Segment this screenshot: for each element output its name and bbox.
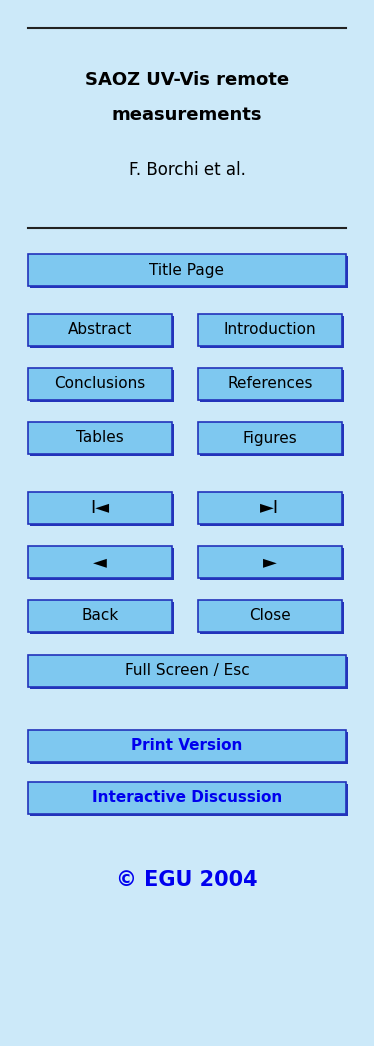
Text: Conclusions: Conclusions <box>54 377 145 391</box>
FancyBboxPatch shape <box>198 422 342 454</box>
FancyBboxPatch shape <box>200 316 344 348</box>
FancyBboxPatch shape <box>28 546 172 578</box>
FancyBboxPatch shape <box>28 368 172 400</box>
Text: Tables: Tables <box>76 431 124 446</box>
Text: SAOZ UV-Vis remote: SAOZ UV-Vis remote <box>85 71 289 89</box>
Text: Interactive Discussion: Interactive Discussion <box>92 791 282 805</box>
Text: Figures: Figures <box>243 431 297 446</box>
FancyBboxPatch shape <box>28 492 172 524</box>
FancyBboxPatch shape <box>200 602 344 634</box>
Text: ►: ► <box>263 553 277 571</box>
FancyBboxPatch shape <box>30 256 348 288</box>
FancyBboxPatch shape <box>200 548 344 579</box>
FancyBboxPatch shape <box>200 424 344 456</box>
FancyBboxPatch shape <box>28 782 346 814</box>
FancyBboxPatch shape <box>30 732 348 764</box>
FancyBboxPatch shape <box>198 600 342 632</box>
FancyBboxPatch shape <box>28 254 346 286</box>
Text: © EGU 2004: © EGU 2004 <box>116 870 258 890</box>
FancyBboxPatch shape <box>28 314 172 346</box>
FancyBboxPatch shape <box>30 494 174 526</box>
Text: Full Screen / Esc: Full Screen / Esc <box>125 663 249 679</box>
FancyBboxPatch shape <box>30 424 174 456</box>
FancyBboxPatch shape <box>200 494 344 526</box>
Text: I◄: I◄ <box>91 499 110 517</box>
FancyBboxPatch shape <box>198 314 342 346</box>
Text: ◄: ◄ <box>93 553 107 571</box>
Text: Title Page: Title Page <box>150 263 224 277</box>
FancyBboxPatch shape <box>30 784 348 816</box>
Text: Print Version: Print Version <box>131 738 243 753</box>
FancyBboxPatch shape <box>30 602 174 634</box>
Text: measurements: measurements <box>112 106 262 124</box>
FancyBboxPatch shape <box>30 316 174 348</box>
Text: Abstract: Abstract <box>68 322 132 338</box>
Text: References: References <box>227 377 313 391</box>
Text: Back: Back <box>82 609 119 623</box>
FancyBboxPatch shape <box>198 368 342 400</box>
FancyBboxPatch shape <box>200 370 344 402</box>
FancyBboxPatch shape <box>28 655 346 687</box>
FancyBboxPatch shape <box>28 422 172 454</box>
Text: Close: Close <box>249 609 291 623</box>
FancyBboxPatch shape <box>30 370 174 402</box>
Text: F. Borchi et al.: F. Borchi et al. <box>129 161 245 179</box>
FancyBboxPatch shape <box>30 657 348 689</box>
FancyBboxPatch shape <box>30 548 174 579</box>
Text: Introduction: Introduction <box>224 322 316 338</box>
FancyBboxPatch shape <box>198 546 342 578</box>
Text: ►I: ►I <box>260 499 279 517</box>
FancyBboxPatch shape <box>198 492 342 524</box>
FancyBboxPatch shape <box>28 600 172 632</box>
FancyBboxPatch shape <box>28 730 346 761</box>
